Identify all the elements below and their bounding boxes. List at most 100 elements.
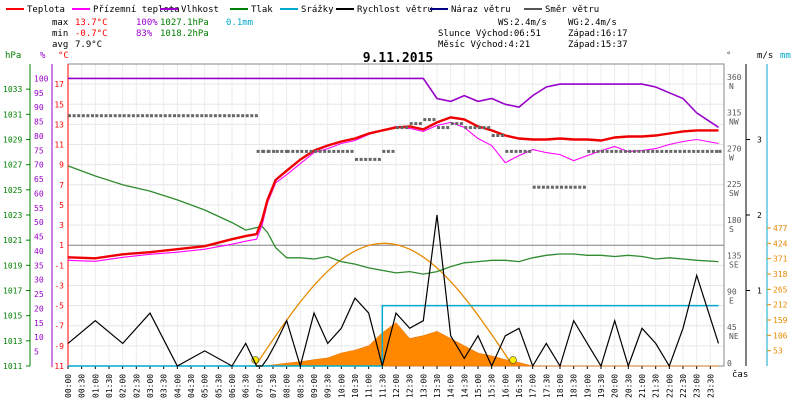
wind-direction-point [68, 114, 71, 118]
wind-direction-point [414, 122, 418, 126]
wind-direction-point [386, 149, 390, 153]
wind-direction-point [642, 149, 645, 153]
wind-direction-point [113, 114, 117, 118]
wind-direction-point [468, 126, 472, 130]
wind-direction-point [596, 149, 600, 153]
wind-direction-point [673, 149, 677, 153]
dir-name-label: SE [729, 261, 739, 270]
c-tick-label: 15 [54, 100, 64, 109]
wind-direction-point [519, 149, 522, 153]
x-tick-label: 08:00 [283, 374, 292, 398]
rain-line [68, 304, 719, 367]
wind-direction-point [236, 114, 240, 118]
wind-direction-point [373, 157, 377, 161]
wind-direction-point [309, 149, 313, 153]
wind-direction-point [200, 114, 204, 118]
c-tick-label: -7 [54, 322, 64, 331]
pressure-line [67, 165, 719, 275]
x-tick-label: 09:30 [324, 374, 333, 398]
wind-direction-point [163, 114, 167, 118]
wind-direction-point [441, 126, 445, 130]
ms-tick-label: 3 [757, 136, 762, 145]
hpa-tick-label: 1021 [3, 236, 22, 245]
pct-tick-label: 70 [34, 161, 44, 170]
wind-direction-point [118, 114, 122, 118]
c-tick-label: -9 [54, 342, 64, 351]
x-tick-label: 07:30 [269, 374, 278, 398]
wind-direction-point [209, 114, 213, 118]
wind-direction-point [173, 114, 176, 118]
wind-direction-point [272, 149, 276, 153]
wind-direction-point [555, 185, 559, 189]
hpa-tick-label: 1029 [3, 136, 22, 145]
x-tick-label: 06:00 [228, 374, 237, 398]
wind-direction-point [177, 114, 181, 118]
x-tick-label: 11:00 [365, 374, 374, 398]
wind-direction-point [578, 185, 582, 189]
legend-label: Teplota [27, 5, 65, 15]
mm-tick-label: 371 [773, 255, 788, 264]
x-tick-label: 19:00 [583, 374, 592, 398]
chart-title: 9.11.2015 [363, 51, 433, 66]
wind-direction-point [537, 185, 541, 189]
info-ws: WS:2.4m/s [498, 18, 547, 28]
pct-tick-label: 55 [34, 204, 44, 213]
wind-direction-point [400, 126, 404, 130]
wind-direction-point [72, 114, 76, 118]
dir-name-label: S [729, 225, 734, 234]
wind-direction-point [145, 114, 149, 118]
wind-direction-point [491, 134, 495, 137]
x-tick-label: 22:30 [679, 374, 688, 398]
c-tick-label: 5 [59, 201, 64, 210]
wind-direction-point [304, 149, 308, 153]
x-tick-label: 23:30 [706, 374, 715, 398]
wind-direction-point [464, 126, 468, 130]
ms-tick-label: 1 [757, 287, 762, 296]
pct-tick-label: 35 [34, 261, 44, 270]
wind-direction-point [86, 114, 90, 118]
wind-direction-point [623, 149, 627, 153]
wind-direction-point [368, 157, 372, 161]
wind-direction-point [81, 114, 85, 118]
wind-direction-point [355, 157, 358, 161]
dir-tick-label: 180 [727, 216, 742, 225]
wind-direction-point [256, 149, 260, 153]
legend-label: Směr větru [545, 5, 599, 15]
x-tick-label: 21:00 [638, 374, 647, 398]
hpa-tick-label: 1025 [3, 186, 22, 195]
wind-direction-point [446, 126, 450, 130]
grid [67, 63, 725, 367]
x-axis-label: čas [732, 369, 748, 380]
wind-direction-point [254, 114, 258, 118]
wind-direction-point [204, 114, 208, 118]
pct-tick-label: 75 [34, 146, 44, 155]
mm-tick-label: 212 [773, 301, 788, 310]
wind-direction-point [262, 149, 266, 153]
x-tick-label: 10:00 [337, 374, 346, 398]
wind-direction-point [701, 149, 705, 153]
wind-direction-point [655, 149, 659, 153]
info-wg: WG:2.4m/s [568, 18, 617, 28]
x-tick-label: 00:30 [78, 374, 87, 398]
c-tick-label: 9 [59, 161, 64, 170]
legend-label: Rychlost větru [357, 5, 433, 15]
stat-min-label: min [52, 29, 68, 39]
wind-direction-point [232, 114, 235, 118]
sunset-marker [509, 356, 517, 364]
x-tick-label: 20:00 [611, 374, 620, 398]
wind-direction-point [450, 122, 454, 126]
dir-name-label: E [729, 296, 734, 305]
x-tick-label: 05:30 [214, 374, 223, 398]
wind-direction-point [523, 149, 527, 153]
c-tick-label: 7 [59, 181, 64, 190]
pct-tick-label: 85 [34, 118, 44, 127]
wind-direction-point [564, 185, 568, 189]
pct-tick-label: 65 [34, 175, 44, 184]
wind-direction-point [154, 114, 158, 118]
x-tick-label: 04:00 [173, 374, 182, 398]
unit-degree: ° [726, 51, 731, 61]
wind-direction-point [150, 114, 153, 118]
axes: 1033103110291027102510231021101910171015… [3, 64, 788, 398]
wind-direction-point [227, 114, 231, 118]
